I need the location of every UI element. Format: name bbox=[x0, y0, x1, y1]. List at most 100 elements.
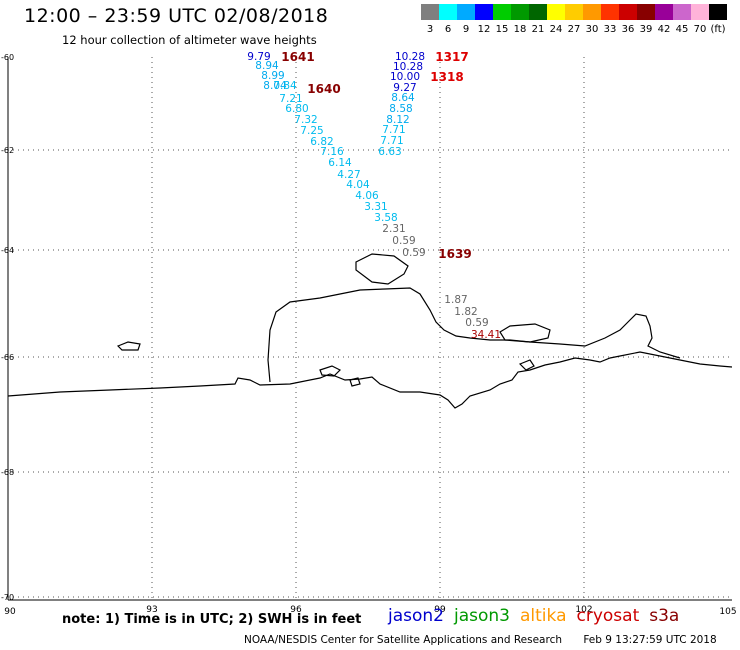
small-island-outline bbox=[116, 341, 141, 351]
scale-label: 6 bbox=[444, 24, 452, 35]
scale-label: 39 bbox=[639, 24, 653, 35]
swh-observation: 0.59 bbox=[402, 247, 425, 259]
scale-label: 45 bbox=[675, 24, 689, 35]
scale-swatch bbox=[619, 4, 637, 20]
scale-swatch bbox=[493, 4, 511, 20]
swh-observation: 4.04 bbox=[346, 179, 370, 191]
swh-observation: 4.06 bbox=[355, 190, 379, 202]
pass-time-label: 1641 bbox=[281, 50, 314, 64]
lat-tick-label: -64 bbox=[1, 246, 14, 255]
scale-swatch bbox=[637, 4, 655, 20]
scale-swatch bbox=[673, 4, 691, 20]
pass-time-label: 1640 bbox=[307, 82, 340, 96]
scale-label: 21 bbox=[531, 24, 545, 35]
swh-observation: 1.82 bbox=[454, 306, 477, 318]
scale-label: 42 bbox=[657, 24, 671, 35]
pass-time-label: 1318 bbox=[430, 70, 463, 84]
scale-swatch bbox=[691, 4, 709, 20]
scale-swatch bbox=[439, 4, 457, 20]
swh-observation: 10.28 bbox=[395, 51, 425, 63]
swh-observation: 7.21 bbox=[279, 93, 302, 105]
scale-label: 30 bbox=[585, 24, 599, 35]
satellite-legend-item: altika bbox=[520, 606, 567, 626]
island-outline bbox=[349, 377, 361, 387]
ice-shelf-outline bbox=[267, 287, 681, 383]
satellite-legend-item: cryosat bbox=[576, 606, 640, 626]
scale-swatch bbox=[601, 4, 619, 20]
swh-observation: 8.58 bbox=[389, 103, 412, 115]
lon-tick-label: 90 bbox=[4, 607, 16, 617]
map-subtitle: 12 hour collection of altimeter wave hei… bbox=[62, 33, 317, 47]
swh-observation: 2.31 bbox=[382, 223, 405, 235]
swh-observation: 7.84 bbox=[273, 80, 297, 92]
satellite-legend-item: jason2 bbox=[388, 606, 444, 626]
lat-tick-label: -62 bbox=[1, 146, 14, 155]
swh-observation: 0.59 bbox=[392, 235, 415, 247]
swh-observation: 6.80 bbox=[285, 103, 308, 115]
scale-swatch bbox=[421, 4, 439, 20]
lon-tick-label: 99 bbox=[434, 605, 446, 615]
swh-observation: 8.12 bbox=[386, 114, 409, 126]
lon-tick-label: 102 bbox=[575, 605, 592, 615]
scale-swatch bbox=[529, 4, 547, 20]
swh-observation: 6.82 bbox=[310, 136, 333, 148]
swh-observation: 7.71 bbox=[382, 124, 405, 136]
scale-swatch bbox=[583, 4, 601, 20]
island-outline bbox=[518, 359, 535, 371]
antarctic-coastline bbox=[7, 351, 733, 409]
swh-observation: 10.28 bbox=[393, 61, 423, 73]
scale-label: (ft) bbox=[710, 24, 726, 35]
satellite-legend-item: jason3 bbox=[454, 606, 510, 626]
lon-tick-label: 93 bbox=[146, 605, 157, 615]
lon-tick-label: 105 bbox=[719, 607, 736, 617]
lat-tick-label: -66 bbox=[1, 353, 14, 362]
scale-swatch bbox=[547, 4, 565, 20]
swh-observation: 8.94 bbox=[255, 60, 279, 72]
swh-observation: 4.27 bbox=[337, 169, 360, 181]
swh-observation: 7.25 bbox=[300, 125, 323, 137]
swh-observation: 9.79 bbox=[247, 51, 270, 63]
scale-swatch bbox=[709, 4, 727, 20]
scale-label: 15 bbox=[495, 24, 509, 35]
swh-observation: 10.00 bbox=[390, 71, 420, 83]
satellite-legend-item: s3a bbox=[649, 606, 680, 626]
swh-observation: 3.58 bbox=[374, 212, 397, 224]
scale-swatch bbox=[475, 4, 493, 20]
ice-tongue-outline bbox=[499, 323, 551, 343]
lat-tick-label: -68 bbox=[1, 468, 14, 477]
lat-tick-label: -60 bbox=[1, 53, 14, 62]
scale-label: 3 bbox=[426, 24, 434, 35]
swh-observation: 1.87 bbox=[444, 294, 467, 306]
scale-label: 36 bbox=[621, 24, 635, 35]
scale-label: 12 bbox=[477, 24, 491, 35]
swh-observation: 6.14 bbox=[328, 157, 352, 169]
scale-label: 24 bbox=[549, 24, 563, 35]
swh-observation: 7.32 bbox=[294, 114, 317, 126]
map-footer: NOAA/NESDIS Center for Satellite Applica… bbox=[244, 634, 717, 646]
map-note: note: 1) Time is in UTC; 2) SWH is in fe… bbox=[62, 612, 362, 627]
scale-label: 33 bbox=[603, 24, 617, 35]
satellite-legend: jason2 jason3 altika cryosat s3a bbox=[388, 606, 689, 626]
pass-time-label: 1639 bbox=[438, 247, 471, 261]
scale-swatch bbox=[565, 4, 583, 20]
scale-label: 70 bbox=[693, 24, 707, 35]
swh-observation: 8.04 bbox=[263, 80, 287, 92]
island-outline bbox=[319, 365, 342, 377]
lon-tick-label: 96 bbox=[290, 605, 302, 615]
swh-observation: 7.71 bbox=[380, 135, 403, 147]
swh-observation: 8.99 bbox=[261, 70, 284, 82]
swh-observation: 3.31 bbox=[364, 201, 387, 213]
swh-observation: 8.64 bbox=[391, 92, 415, 104]
scale-swatch bbox=[655, 4, 673, 20]
scale-label: 27 bbox=[567, 24, 581, 35]
swh-observation: 34.41 bbox=[471, 329, 501, 341]
swh-observation: 9.27 bbox=[393, 82, 416, 94]
swh-observation: 7.16 bbox=[320, 146, 344, 158]
swh-observation: 6.63 bbox=[378, 146, 401, 158]
swh-observation: 0.59 bbox=[465, 317, 488, 329]
map-title: 12:00 – 23:59 UTC 02/08/2018 bbox=[24, 5, 329, 27]
scale-label: 9 bbox=[462, 24, 470, 35]
footer-timestamp: Feb 9 13:27:59 UTC 2018 bbox=[583, 634, 717, 646]
island-outline bbox=[355, 253, 409, 285]
